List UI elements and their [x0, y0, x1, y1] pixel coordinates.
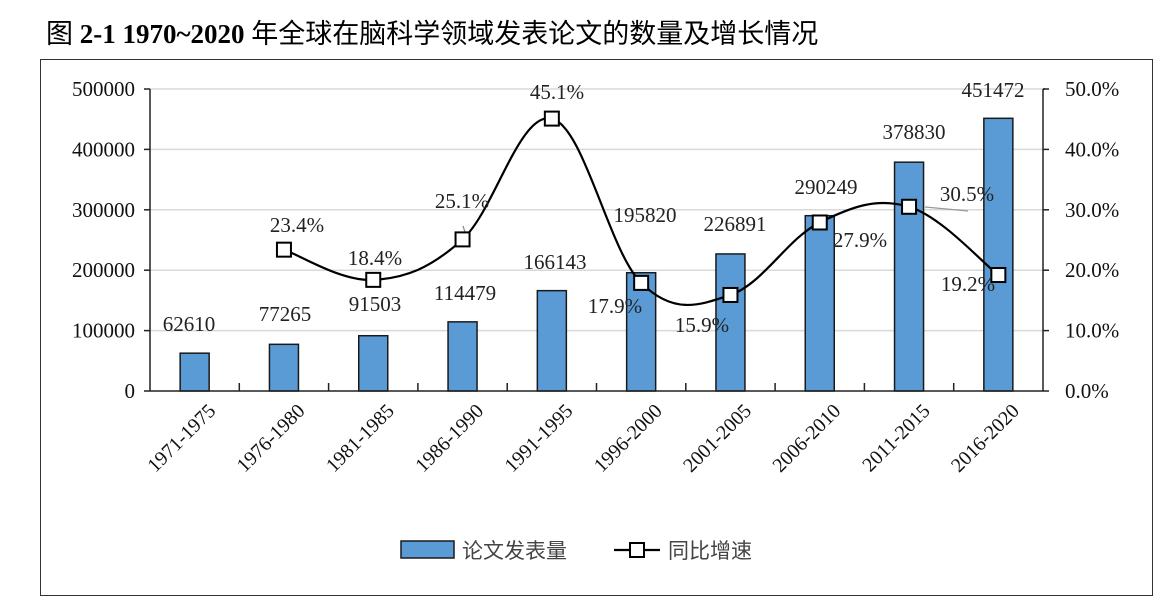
y2-tick-label: 10.0% — [1065, 319, 1119, 343]
legend-bar-swatch — [400, 540, 455, 559]
bar-value-label: 62610 — [163, 312, 216, 336]
x-tick-label: 2006-2010 — [768, 400, 845, 477]
bar-1976-1980 — [268, 343, 300, 392]
y2-tick-label: 40.0% — [1065, 137, 1119, 161]
x-tick-label: 2001-2005 — [679, 400, 756, 477]
x-tick-label: 1976-1980 — [233, 400, 310, 477]
x-tick-label: 2011-2015 — [858, 400, 934, 476]
bar-value-label: 166143 — [524, 250, 587, 274]
bar-value-label: 195820 — [614, 203, 677, 227]
chart-frame — [40, 59, 1153, 596]
y-tick-label: 0 — [125, 379, 136, 403]
legend-marker-swatch — [629, 542, 645, 558]
bar-1986-1990 — [447, 321, 478, 392]
legend-bar-label: 论文发表量 — [462, 539, 567, 563]
growth-rate-marker — [990, 267, 1007, 284]
growth-rate-line — [283, 117, 1000, 306]
growth-rate-marker — [454, 231, 471, 248]
y2-tick-label: 20.0% — [1065, 258, 1119, 282]
title-text: 年全球在脑科学领域发表论文的数量及增长情况 — [244, 19, 819, 49]
x-tick-label: 1996-2000 — [590, 400, 667, 477]
title-number: 2-1 1970~2020 — [79, 19, 245, 49]
growth-rate-label: 17.9% — [588, 294, 642, 318]
growth-rate-marker — [365, 271, 382, 288]
growth-rate-label: 23.4% — [270, 213, 324, 237]
growth-rate-label: 45.1% — [530, 80, 584, 104]
growth-rate-label: 19.2% — [941, 272, 995, 296]
growth-rate-marker — [633, 274, 650, 291]
y2-tick-label: 50.0% — [1065, 77, 1119, 101]
bar-2006-2010 — [804, 214, 835, 392]
bar-2016-2020 — [983, 117, 1014, 392]
bar-value-label: 226891 — [704, 212, 767, 236]
bar-value-label: 290249 — [795, 175, 858, 199]
growth-rate-marker — [543, 110, 560, 127]
legend: 论文发表量 同比增速 — [400, 539, 752, 563]
bar-value-label: 114479 — [434, 281, 496, 305]
bar-value-label: 77265 — [259, 302, 312, 326]
label-leader — [924, 206, 969, 212]
x-tick-label: 1986-1990 — [411, 400, 488, 477]
bar-value-label: 91503 — [349, 292, 402, 316]
bar-1991-1995 — [536, 289, 568, 392]
y-tick-label: 400000 — [72, 137, 135, 161]
title-prefix: 图 — [46, 19, 80, 49]
bar-1971-1975 — [179, 352, 210, 392]
bar-2011-2015 — [893, 161, 925, 392]
bar-value-label: 451472 — [962, 78, 1025, 102]
growth-rate-marker — [811, 214, 828, 231]
bar-1981-1985 — [358, 334, 389, 392]
growth-rate-label: 18.4% — [348, 246, 402, 270]
growth-rate-label: 15.9% — [675, 313, 729, 337]
y-tick-label: 300000 — [72, 198, 135, 222]
y-tick-label: 500000 — [72, 77, 135, 101]
x-tick-label: 2016-2020 — [947, 400, 1024, 477]
y2-tick-label: 30.0% — [1065, 198, 1119, 222]
y-tick-label: 200000 — [72, 258, 135, 282]
chart-title: 图 2-1 1970~2020 年全球在脑科学领域发表论文的数量及增长情况 — [46, 12, 818, 51]
legend-line-label: 同比增速 — [668, 539, 752, 563]
x-tick-label: 1981-1985 — [322, 400, 399, 477]
growth-rate-label: 30.5% — [940, 182, 994, 206]
x-tick-label: 1991-1995 — [501, 400, 578, 477]
growth-rate-marker — [275, 241, 292, 258]
growth-rate-label: 25.1% — [435, 189, 489, 213]
growth-rate-label: 27.9% — [833, 228, 887, 252]
bar-value-label: 378830 — [883, 120, 946, 144]
growth-rate-marker — [901, 198, 918, 215]
x-tick-label: 1971-1975 — [143, 400, 220, 477]
y2-tick-label: 0.0% — [1065, 379, 1109, 403]
y-tick-label: 100000 — [72, 319, 135, 343]
growth-rate-marker — [722, 286, 739, 303]
